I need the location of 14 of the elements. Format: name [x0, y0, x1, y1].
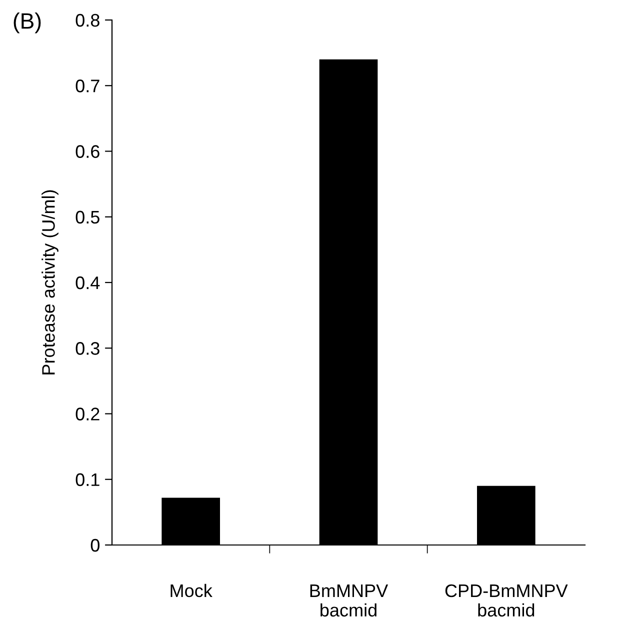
- y-tick-label: 0.1: [76, 473, 100, 486]
- text: (B): [14, 12, 41, 34]
- y-tick-label: 0.8: [76, 14, 100, 27]
- x-tick-label: BmMNPV bacmid: [310, 584, 388, 617]
- y-tick-label: 0.6: [76, 145, 100, 158]
- y-tick-label: 0.5: [76, 210, 100, 224]
- y-tick-label: 0.2: [76, 408, 100, 420]
- x-tick-label: Mock: [170, 584, 212, 598]
- y-tick-label: 0: [90, 538, 100, 552]
- x-tick-label: CPD-BmMNPV bacmid: [445, 584, 568, 617]
- y-tick-label: 0.3: [76, 342, 100, 355]
- y-tick-label: 0.7: [76, 80, 100, 92]
- y-tick-label: 0.4: [76, 276, 100, 290]
- y-axis-title: Protease activity (U/ml): [42, 190, 58, 374]
